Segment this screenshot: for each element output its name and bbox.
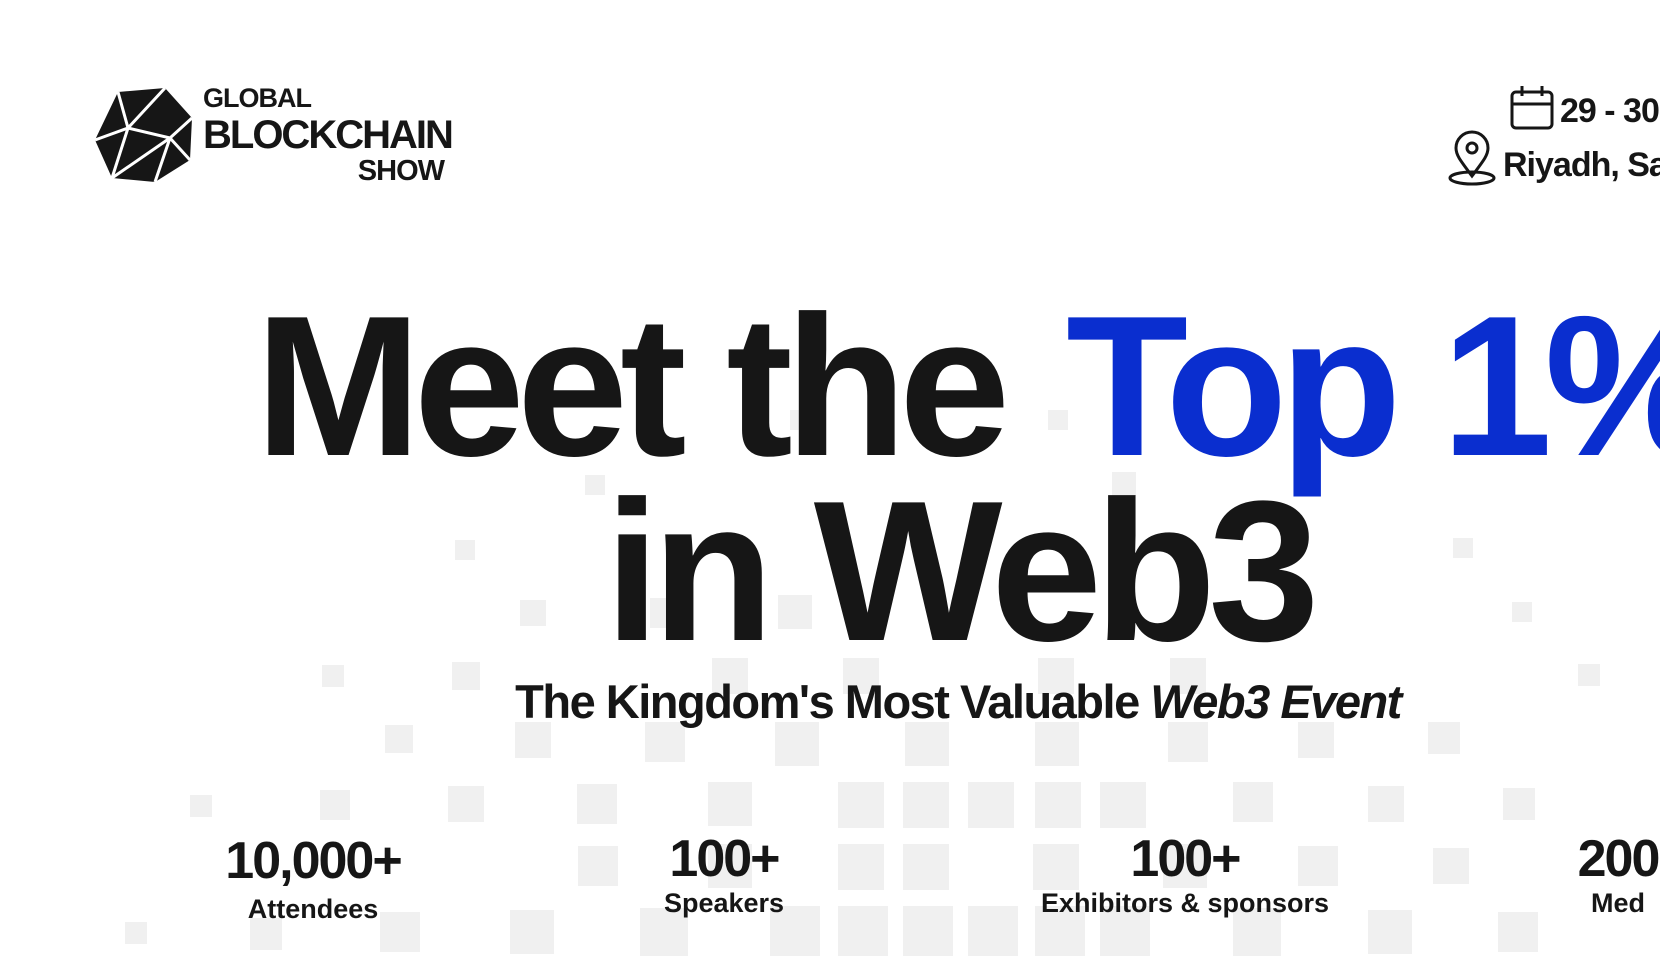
stat-value: 200 <box>1578 830 1659 888</box>
stat-label: Exhibitors & sponsors <box>1041 888 1329 918</box>
subtitle: The Kingdom's Most Valuable Web3 Event <box>515 675 1405 728</box>
background-square <box>1512 602 1532 622</box>
logo-text: BLOCKCHAIN <box>203 113 452 157</box>
background-square <box>1498 912 1538 952</box>
stat-label: Med <box>1591 888 1645 918</box>
background-square <box>778 595 812 629</box>
background-square <box>1233 782 1273 822</box>
background-square <box>1035 782 1081 828</box>
stat-value: 100+ <box>1130 830 1240 888</box>
background-square <box>1048 410 1068 430</box>
background-square <box>510 910 554 954</box>
background-square <box>903 782 949 828</box>
background-square <box>775 722 819 766</box>
background-square <box>320 790 350 820</box>
background-square <box>1038 658 1074 694</box>
subtitle-emphasis: Web3 Event <box>1150 675 1404 728</box>
headline-highlight: Top 1% <box>1066 275 1660 498</box>
background-square <box>1368 786 1404 822</box>
logo[interactable]: GLOBAL BLOCKCHAIN SHOW <box>94 83 454 187</box>
background-square <box>1112 472 1136 496</box>
background-square <box>1100 906 1150 956</box>
background-square <box>968 906 1018 956</box>
background-square <box>708 844 752 888</box>
background-square <box>903 906 953 956</box>
headline: in Web3 <box>604 460 1312 683</box>
background-square <box>645 722 685 762</box>
headline-part: Meet the <box>255 275 1004 498</box>
stat-label: Speakers <box>664 888 784 918</box>
background-square <box>1298 722 1334 758</box>
background-square <box>1578 664 1600 686</box>
calendar-icon <box>1510 86 1554 130</box>
background-square <box>1433 848 1469 884</box>
background-square <box>578 846 618 886</box>
background-square <box>250 918 282 950</box>
background-square <box>1453 538 1473 558</box>
background-square <box>1368 910 1412 954</box>
background-squares <box>125 410 1600 956</box>
background-square <box>838 844 884 890</box>
headline: Meet the Top 1% <box>255 275 1660 498</box>
logo-text: SHOW <box>358 155 446 187</box>
background-square <box>190 795 212 817</box>
background-square <box>385 725 413 753</box>
location-icon <box>1448 130 1496 186</box>
background-square <box>125 922 147 944</box>
background-square <box>1168 722 1208 762</box>
background-square <box>640 908 688 956</box>
event-date: 29 - 30 <box>1560 92 1659 130</box>
stat: 100+Speakers <box>664 830 784 918</box>
background-square <box>838 782 884 828</box>
background-square <box>903 844 949 890</box>
background-square <box>1163 844 1207 888</box>
stats: 10,000+Attendees100+Speakers100+Exhibito… <box>225 830 1660 924</box>
background-square <box>712 658 748 694</box>
stat: 10,000+ Attendees <box>225 832 403 924</box>
background-square <box>515 722 551 758</box>
background-square <box>905 722 949 766</box>
background-square <box>455 540 475 560</box>
background-square <box>650 598 680 628</box>
background-square <box>448 786 484 822</box>
background-square <box>520 600 546 626</box>
background-square <box>843 658 879 694</box>
stat-value: 10,000+ <box>225 832 401 890</box>
background-square <box>838 906 888 956</box>
background-square <box>790 410 810 430</box>
background-square <box>770 906 820 956</box>
stat-value: 100+ <box>669 830 779 888</box>
stat-label: Attendees <box>248 894 379 924</box>
background-square <box>585 475 605 495</box>
background-square <box>1100 782 1146 828</box>
background-square <box>1503 788 1535 820</box>
logo-text: GLOBAL <box>203 83 311 113</box>
background-square <box>1035 906 1085 956</box>
background-square <box>968 782 1014 828</box>
background-square <box>322 665 344 687</box>
background-square <box>452 662 480 690</box>
background-square <box>1233 908 1281 956</box>
background-square <box>1428 722 1460 754</box>
logo-facets <box>94 86 194 183</box>
background-square <box>1170 658 1206 694</box>
background-square <box>577 784 617 824</box>
event-location: Riyadh, Sa <box>1503 146 1660 184</box>
stat: 100+Exhibitors & sponsors <box>1041 830 1329 918</box>
subtitle-part: The Kingdom's Most Valuable <box>515 675 1139 728</box>
background-square <box>1035 722 1079 766</box>
background-square <box>1033 844 1079 890</box>
background-square <box>1298 846 1338 886</box>
background-square <box>380 912 420 952</box>
background-square <box>708 782 752 826</box>
